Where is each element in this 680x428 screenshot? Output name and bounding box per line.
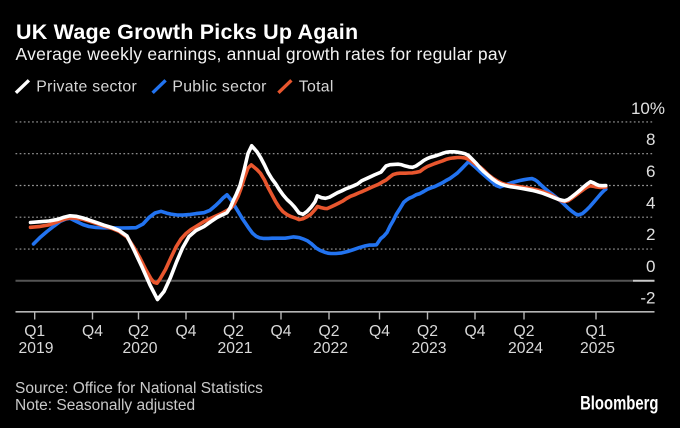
svg-text:Q1: Q1 (586, 323, 607, 340)
svg-text:Q4: Q4 (465, 323, 486, 340)
svg-text:0: 0 (646, 257, 655, 276)
svg-text:Public sector: Public sector (172, 79, 266, 96)
svg-text:Private sector: Private sector (36, 79, 137, 96)
svg-text:2021: 2021 (218, 340, 253, 357)
svg-text:Q2: Q2 (128, 323, 149, 340)
svg-text:10%: 10% (631, 99, 665, 118)
svg-text:2024: 2024 (508, 340, 543, 357)
svg-text:Bloomberg: Bloomberg (580, 392, 658, 414)
svg-text:8: 8 (646, 130, 655, 149)
svg-text:Q4: Q4 (82, 323, 103, 340)
svg-text:2025: 2025 (580, 340, 615, 357)
svg-text:Q2: Q2 (514, 323, 535, 340)
svg-text:Q4: Q4 (176, 323, 197, 340)
svg-text:2023: 2023 (412, 340, 447, 357)
svg-text:Q4: Q4 (271, 323, 292, 340)
svg-text:4: 4 (646, 194, 655, 213)
svg-text:Q2: Q2 (319, 323, 340, 340)
svg-text:2019: 2019 (19, 340, 54, 357)
svg-text:2020: 2020 (123, 340, 158, 357)
svg-text:2: 2 (646, 225, 655, 244)
svg-text:2022: 2022 (313, 340, 348, 357)
svg-text:Q2: Q2 (417, 323, 438, 340)
svg-text:Q4: Q4 (369, 323, 390, 340)
svg-text:Q1: Q1 (24, 323, 45, 340)
svg-text:Total: Total (299, 79, 334, 96)
svg-text:6: 6 (646, 162, 655, 181)
svg-text:-2: -2 (640, 289, 655, 308)
svg-text:Q2: Q2 (223, 323, 244, 340)
